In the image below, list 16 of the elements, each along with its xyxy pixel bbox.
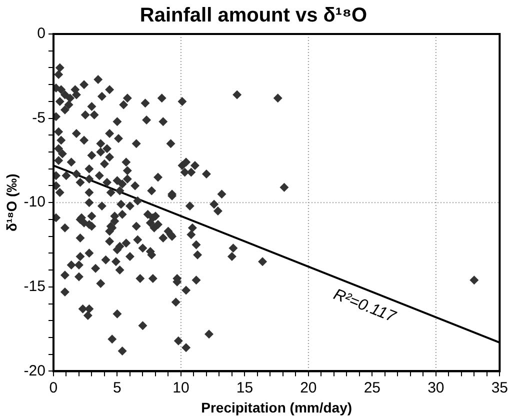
x-tick-label: 30 bbox=[428, 379, 444, 396]
y-tick-label: -15 bbox=[24, 278, 46, 296]
x-tick-label: 35 bbox=[491, 379, 508, 396]
x-tick-label: 10 bbox=[172, 379, 190, 396]
y-tick-label: -20 bbox=[24, 362, 46, 380]
x-tick-label: 5 bbox=[113, 379, 122, 396]
chart-title: Rainfall amount vs δ¹⁸O bbox=[140, 4, 368, 27]
y-tick-label: -5 bbox=[32, 109, 46, 126]
x-tick-label: 15 bbox=[236, 379, 254, 396]
y-tick-label: -10 bbox=[24, 194, 46, 211]
x-axis-title: Precipitation (mm/day) bbox=[201, 399, 352, 416]
y-axis-title: δ¹⁸O (‰) bbox=[3, 174, 20, 232]
y-tick-label: 0 bbox=[37, 25, 46, 42]
x-tick-label: 0 bbox=[49, 379, 58, 396]
x-tick-label: 20 bbox=[300, 379, 317, 396]
x-tick-label: 25 bbox=[364, 379, 381, 396]
